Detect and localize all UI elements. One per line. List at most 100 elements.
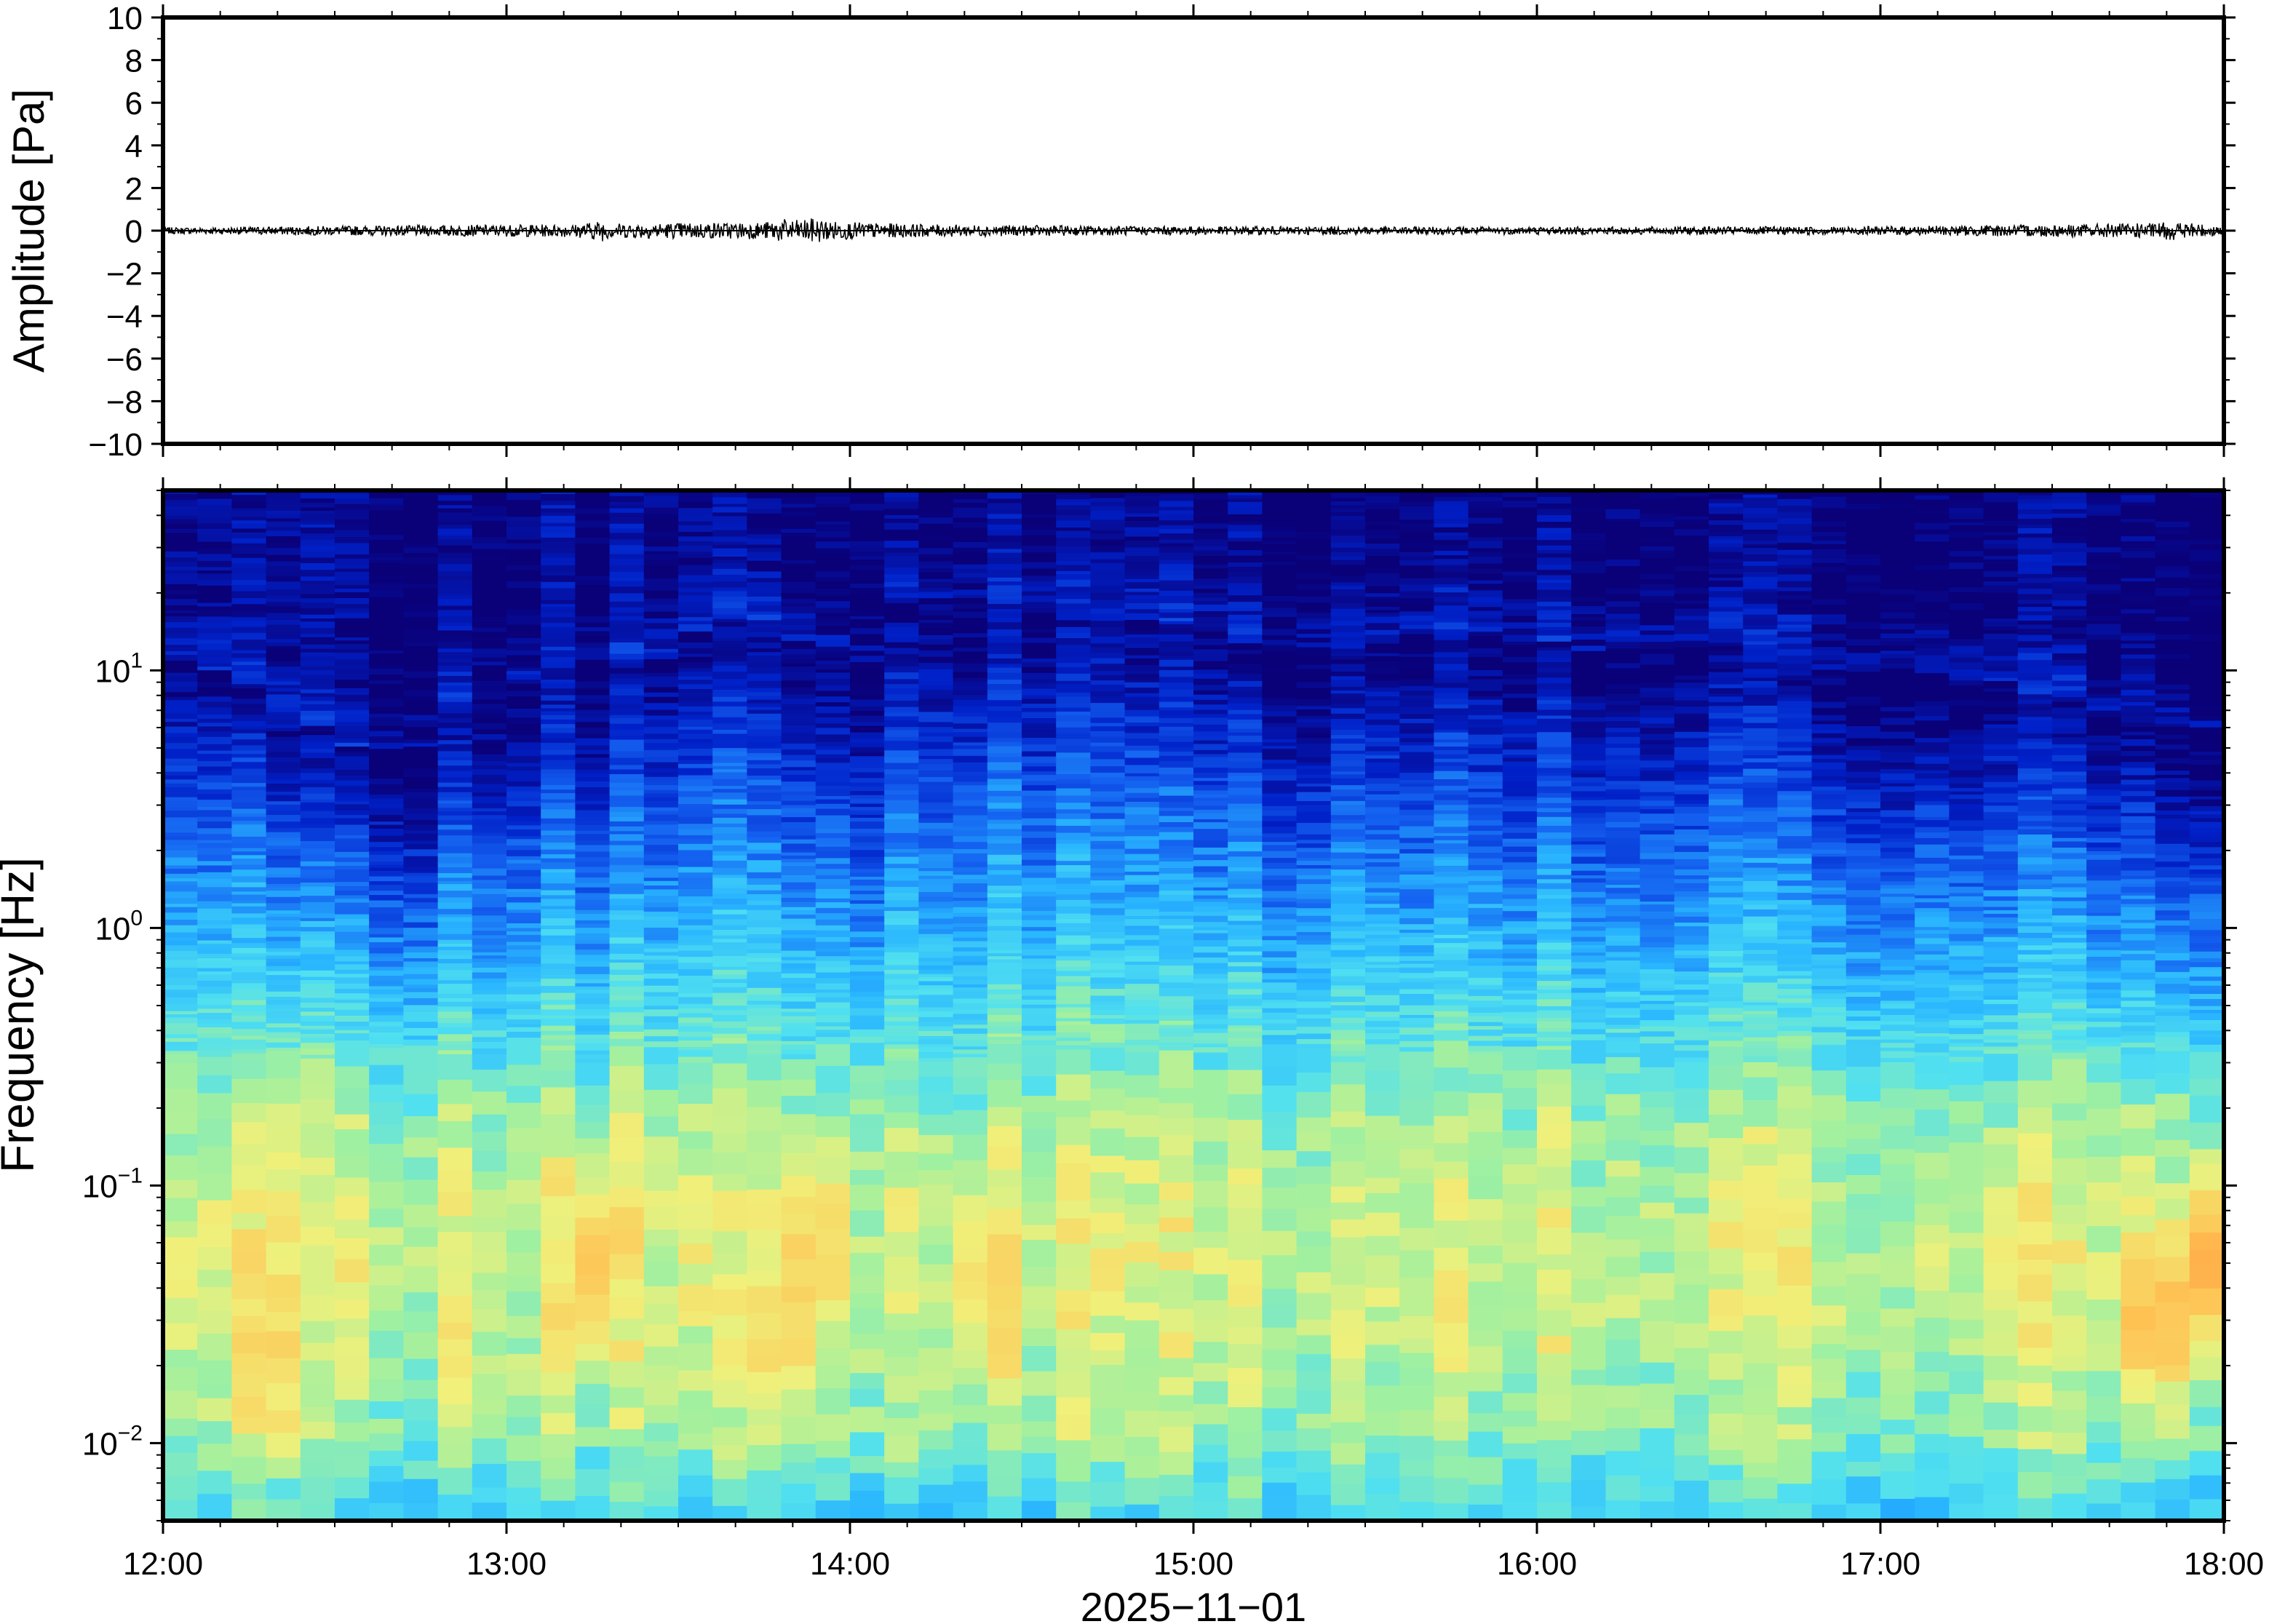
spectrogram-cell — [1399, 1384, 1435, 1411]
spectrogram-cell — [643, 719, 679, 728]
spectrogram-cell — [541, 504, 576, 509]
spectrogram-cell — [369, 582, 405, 591]
spectrogram-cell — [300, 757, 335, 764]
spectrogram-cell — [369, 1064, 405, 1085]
spectrogram-cell — [335, 588, 370, 592]
spectrogram-cell — [403, 503, 439, 509]
spectrogram-cell — [1022, 632, 1057, 638]
spectrogram-cell — [918, 1281, 954, 1302]
spectrogram-cell — [369, 1401, 405, 1419]
spectrogram-cell — [506, 824, 541, 830]
spectrogram-cell — [609, 800, 645, 808]
spectrogram-cell — [1193, 574, 1228, 579]
spectrogram-cell — [712, 1115, 748, 1134]
spectrogram-cell — [163, 506, 198, 510]
spectrogram-cell — [747, 934, 782, 938]
spectrogram-cell — [369, 1036, 405, 1044]
spectrogram-cell — [197, 1286, 233, 1310]
spectrogram-cell — [1159, 696, 1194, 702]
spectrogram-cell — [369, 1208, 405, 1227]
spectrogram-cell — [369, 748, 405, 752]
spectrogram-cell — [1159, 890, 1194, 895]
spectrogram-cell — [231, 757, 267, 763]
spectrogram-cell — [575, 920, 611, 924]
spectrogram-cell — [918, 923, 954, 929]
spectrogram-cell — [815, 837, 851, 844]
spectrogram-cell — [1262, 704, 1298, 712]
spectrogram-cell — [643, 539, 679, 547]
spectrogram-cell — [437, 651, 473, 659]
spectrogram-cell — [300, 895, 335, 902]
spectrogram-cell — [712, 1230, 748, 1254]
spectrogram-cell — [1124, 925, 1160, 929]
spectrogram-cell — [1365, 696, 1400, 701]
spectrogram-cell — [1124, 1136, 1160, 1161]
spectrogram-cell — [472, 847, 507, 855]
spectrogram-cell — [335, 908, 370, 915]
spectrogram-cell — [1022, 852, 1057, 860]
spectrogram-cell — [369, 539, 405, 546]
spectrogram-cell — [335, 955, 370, 962]
spectrogram-cell — [1296, 1166, 1332, 1185]
spectrogram-cell — [712, 613, 748, 619]
spectrogram-cell — [643, 1028, 679, 1037]
spectrogram-cell — [643, 644, 679, 649]
spectrogram-cell — [335, 898, 370, 903]
spectrogram-cell — [643, 491, 679, 496]
spectrogram-cell — [1056, 1439, 1092, 1465]
spectrogram-cell — [643, 1015, 679, 1023]
spectrogram-cell — [609, 662, 645, 669]
spectrogram-cell — [850, 1333, 885, 1350]
spectrogram-cell — [953, 1195, 988, 1222]
spectrogram-cell — [643, 1324, 679, 1347]
spectrogram-cell — [850, 1235, 885, 1253]
spectrogram-cell — [1193, 859, 1228, 867]
spectrogram-cell — [781, 838, 816, 844]
spectrogram-cell — [541, 818, 576, 824]
spectrogram-cell — [231, 959, 267, 967]
spectrogram-cell — [1228, 915, 1263, 921]
spectrogram-cell — [1022, 1051, 1057, 1058]
spectrogram-cell — [1159, 620, 1194, 624]
spectrogram-cell — [1056, 1045, 1092, 1050]
spectrogram-cell — [369, 1143, 405, 1164]
spectrogram-cell — [472, 631, 507, 637]
spectrogram-cell — [747, 557, 782, 561]
spectrogram-cell — [747, 830, 782, 837]
spectrogram-cell — [575, 565, 611, 572]
spectrogram-cell — [472, 909, 507, 916]
spectrogram-cell — [987, 885, 1022, 890]
spectrogram-cell — [1056, 504, 1092, 511]
spectrogram-cell — [300, 848, 335, 855]
spectrogram-cell — [472, 853, 507, 861]
spectrogram-cell — [1193, 1163, 1228, 1182]
spectrogram-cell — [541, 715, 576, 720]
spectrogram-cell — [609, 1466, 645, 1482]
spectrogram-cell — [231, 796, 267, 803]
spectrogram-cell — [231, 917, 267, 925]
spectrogram-cell — [1159, 795, 1194, 803]
spectrogram-cell — [506, 1395, 541, 1417]
spectrogram-cell — [231, 768, 267, 776]
spectrogram-cell — [884, 606, 920, 611]
spectrogram-cell — [1056, 666, 1092, 674]
spectrogram-cell — [609, 768, 645, 774]
spectrogram-cell — [197, 789, 233, 794]
spectrogram-cell — [815, 1348, 851, 1366]
spectrogram-cell — [884, 1020, 920, 1026]
spectrogram-cell — [1022, 830, 1057, 838]
spectrogram-cell — [987, 854, 1022, 861]
spectrogram-cell — [781, 1175, 816, 1198]
spectrogram-cell — [747, 642, 782, 649]
spectrogram-cell — [1365, 861, 1400, 867]
spectrogram-cell — [1365, 719, 1400, 725]
spectrogram-cell — [953, 1445, 988, 1465]
spectrogram-cell — [712, 1426, 748, 1446]
spectrogram-cell — [678, 671, 713, 677]
spectrogram-cell — [541, 581, 576, 589]
spectrogram-cell — [609, 711, 645, 715]
spectrogram-cell — [197, 534, 233, 542]
spectrogram-cell — [541, 877, 576, 884]
spectrogram-cell — [300, 693, 335, 697]
spectrogram-cell — [541, 1500, 576, 1521]
